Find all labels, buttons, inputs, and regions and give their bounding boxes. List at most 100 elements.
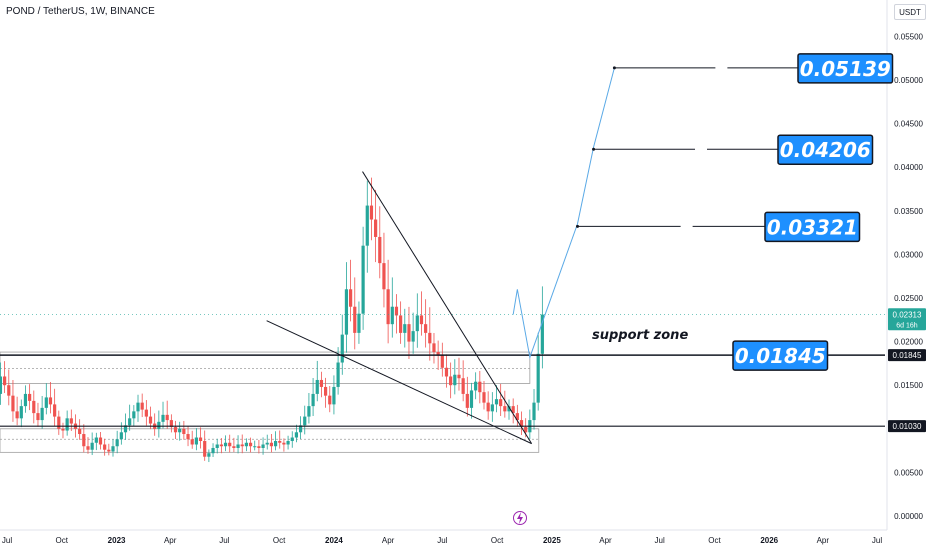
candle-body	[90, 442, 94, 450]
candle-body	[319, 379, 324, 387]
candle	[290, 431, 294, 448]
candle	[36, 402, 40, 427]
candle-body	[61, 428, 65, 431]
y-tick-label: 0.05500	[894, 32, 923, 41]
candle-body	[415, 315, 419, 332]
candle-body	[40, 407, 44, 421]
candle	[357, 301, 361, 344]
support-zone-text: support zone	[592, 328, 688, 343]
candle-body	[353, 306, 357, 333]
candle-body	[261, 444, 265, 448]
candle-body	[369, 205, 374, 220]
candle-body	[390, 306, 394, 325]
candle-body	[328, 395, 332, 405]
candle	[432, 332, 436, 364]
candle	[399, 301, 403, 344]
candle	[419, 291, 424, 336]
ticker-title: POND / TetherUS, 1W, BINANCE	[6, 6, 155, 17]
candle-body	[86, 446, 90, 450]
candle-body	[228, 442, 232, 447]
candle	[78, 419, 82, 440]
candle-body	[78, 428, 82, 435]
candle	[169, 414, 173, 433]
candle-body	[69, 418, 73, 424]
time-axis[interactable]: Jul Oct 2023 Apr Jul Oct 2024 Apr Jul Oct 2025 Apr J…	[2, 511, 882, 546]
candle	[215, 438, 219, 454]
candle	[519, 411, 524, 436]
price-axis[interactable]: 0.000000.005000.010000.015000.020000.025…	[888, 32, 926, 521]
candle	[128, 404, 132, 431]
candle-body	[482, 392, 486, 403]
candle	[173, 420, 178, 439]
candle-body	[290, 437, 294, 442]
x-tick-label: 2023	[108, 536, 126, 545]
candle	[48, 381, 53, 414]
event-lightning-icon[interactable]	[513, 511, 527, 525]
candle-body	[136, 402, 140, 412]
upper-trendline	[362, 171, 533, 444]
candle	[369, 177, 374, 241]
lower-trendline	[266, 320, 532, 445]
candle	[148, 406, 153, 430]
candle	[86, 437, 90, 454]
candle	[394, 294, 399, 334]
candle	[353, 277, 357, 350]
candle-body	[419, 315, 424, 325]
candle	[340, 314, 344, 375]
candle	[323, 377, 328, 408]
candle-body	[511, 406, 515, 414]
candle-body	[0, 376, 3, 394]
candle-body	[48, 397, 53, 405]
candle	[240, 434, 244, 454]
candle	[23, 385, 28, 413]
currency-button[interactable]: USDT	[894, 4, 926, 20]
candle	[482, 381, 486, 410]
candle-body	[540, 314, 544, 354]
candle-body	[323, 386, 328, 396]
candle	[203, 430, 207, 461]
support-price-tag-text: 0.01845	[893, 351, 922, 360]
candle-body	[248, 442, 253, 447]
candle	[182, 420, 186, 440]
candle-body	[253, 446, 257, 448]
last-price-tag: 0.02313 6d 16h	[888, 308, 926, 331]
candle	[511, 398, 515, 424]
candle	[528, 409, 532, 439]
candle-body	[378, 236, 382, 264]
candle	[453, 359, 457, 395]
candle-body	[486, 402, 490, 412]
candle-body	[98, 437, 103, 445]
candle-body	[236, 444, 240, 448]
support-target-label-box	[732, 340, 829, 371]
candle-body	[307, 406, 311, 417]
y-tick-label: 0.00000	[894, 512, 923, 521]
target-1-label-text: 0.03321	[767, 215, 858, 239]
candle	[536, 332, 540, 411]
y-tick-label: 0.05000	[894, 76, 923, 85]
candle-body	[332, 386, 336, 405]
candle	[440, 342, 444, 377]
candle-body	[157, 421, 161, 429]
candle-body	[436, 352, 440, 356]
candle	[294, 424, 299, 443]
candle	[90, 432, 94, 456]
candle-body	[278, 441, 282, 443]
candle-body	[203, 441, 207, 457]
candle	[378, 206, 382, 279]
y-tick-label: 0.01500	[894, 381, 923, 390]
candle	[257, 439, 261, 454]
candle-body	[469, 390, 474, 408]
candle	[198, 427, 203, 449]
candle	[161, 401, 165, 429]
candle-body	[207, 453, 211, 457]
candle-body	[315, 379, 319, 394]
candle	[344, 262, 349, 353]
candle	[111, 439, 115, 457]
candle-body	[311, 393, 315, 407]
y-tick-label: 0.04000	[894, 163, 923, 172]
x-tick-label: Apr	[817, 536, 830, 545]
target-2-label: 0.04206	[777, 134, 874, 165]
candle-body	[111, 446, 115, 452]
candle	[219, 438, 223, 454]
